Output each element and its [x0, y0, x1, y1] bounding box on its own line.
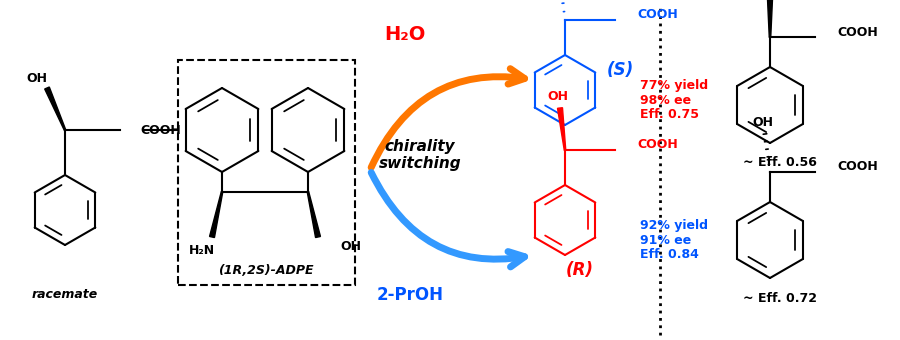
- Text: (R): (R): [566, 261, 594, 279]
- Text: OH: OH: [547, 89, 569, 102]
- Text: COOH: COOH: [637, 8, 678, 21]
- Polygon shape: [307, 192, 320, 238]
- Polygon shape: [768, 0, 772, 37]
- Text: (S): (S): [607, 61, 634, 79]
- Text: ~ Eff. 0.72: ~ Eff. 0.72: [743, 291, 817, 305]
- Text: COOH: COOH: [837, 26, 877, 38]
- Text: COOH: COOH: [140, 123, 181, 136]
- Text: OH: OH: [340, 240, 361, 254]
- Polygon shape: [210, 192, 222, 238]
- Text: COOH: COOH: [837, 160, 877, 173]
- Text: ~ Eff. 0.56: ~ Eff. 0.56: [743, 156, 817, 170]
- Text: OH: OH: [26, 71, 48, 85]
- Text: H₂O: H₂O: [384, 26, 426, 45]
- Text: COOH: COOH: [637, 138, 678, 152]
- Text: racemate: racemate: [32, 289, 98, 302]
- Text: (1R,2S)-ADPE: (1R,2S)-ADPE: [218, 264, 314, 276]
- Text: OH: OH: [752, 116, 773, 129]
- Text: H₂N: H₂N: [189, 244, 215, 257]
- Text: 2-PrOH: 2-PrOH: [376, 286, 444, 304]
- Bar: [178, 60, 355, 285]
- Text: 77% yield
98% ee
Eff. 0.75: 77% yield 98% ee Eff. 0.75: [640, 79, 708, 121]
- Polygon shape: [45, 87, 66, 130]
- Text: chirality
switching: chirality switching: [379, 139, 462, 171]
- Polygon shape: [557, 108, 566, 150]
- Text: 92% yield
91% ee
Eff. 0.84: 92% yield 91% ee Eff. 0.84: [640, 219, 708, 261]
